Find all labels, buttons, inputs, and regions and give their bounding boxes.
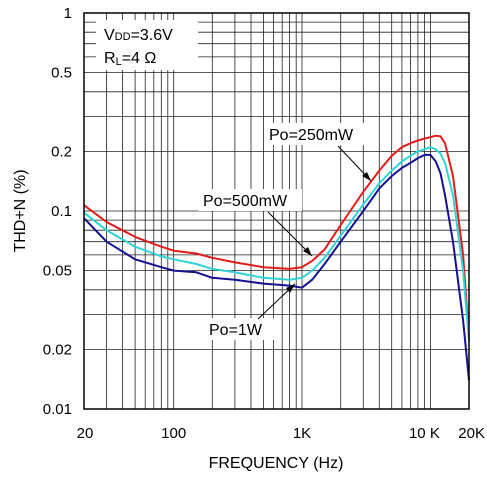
y-tick-label: 1 — [64, 5, 72, 22]
y-tick-label: 0.5 — [51, 65, 72, 82]
rl-condition: RL=4 Ω — [104, 50, 156, 68]
label-500mw: Po=500mW — [203, 193, 288, 210]
curves — [83, 134, 470, 381]
series-line-0 — [83, 134, 470, 338]
y-tick-label: 0.2 — [51, 143, 72, 160]
x-tick-label: 10 K — [409, 425, 440, 442]
x-tick-labels: 20 100 1K 10 K 20K — [77, 425, 485, 442]
y-tick-label: 0.1 — [51, 203, 72, 220]
y-tick-label: 0.02 — [43, 341, 72, 358]
label-250mw: Po=250mW — [269, 127, 354, 144]
arrow-500mw — [267, 211, 313, 257]
series-line-1 — [83, 146, 470, 342]
vdd-condition: VDD=3.6V — [104, 27, 173, 44]
arrowhead-500mw — [303, 247, 312, 256]
x-tick-label: 100 — [161, 425, 186, 442]
y-tick-label: 0.05 — [43, 263, 72, 280]
arrowhead-250mw — [362, 172, 371, 181]
arrowhead-1w — [286, 284, 295, 293]
label-bg-250mw — [265, 123, 371, 145]
label-bg-1w — [203, 318, 275, 340]
x-tick-label: 1K — [293, 425, 311, 442]
y-tick-label: 0.01 — [43, 401, 72, 418]
series-line-2 — [83, 153, 470, 381]
plot-frame — [83, 12, 470, 410]
x-tick-label: 20K — [458, 425, 485, 442]
x-axis-title: FREQUENCY (Hz) — [209, 455, 344, 472]
x-tick-label: 20 — [77, 425, 94, 442]
y-axis-title: THD+N (%) — [12, 169, 29, 252]
label-bg-500mw — [198, 189, 302, 211]
conditions-box — [96, 20, 198, 70]
label-1w: Po=1W — [209, 322, 263, 339]
y-tick-labels: 1 0.5 0.2 0.1 0.05 0.02 0.01 — [43, 5, 72, 418]
